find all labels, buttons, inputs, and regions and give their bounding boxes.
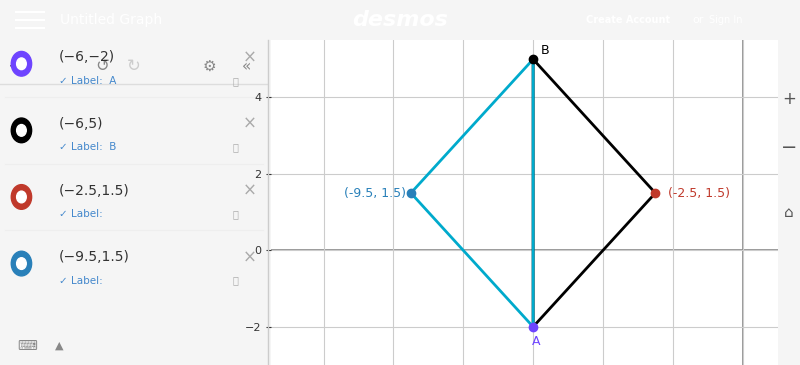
Text: A: A bbox=[532, 335, 541, 348]
Text: desmos: desmos bbox=[352, 10, 448, 30]
Circle shape bbox=[17, 124, 26, 136]
Text: ⌂: ⌂ bbox=[784, 205, 794, 220]
Text: ✓ Label:  B: ✓ Label: B bbox=[59, 142, 116, 153]
Text: ⌨: ⌨ bbox=[17, 338, 37, 353]
Text: (−2.5,1.5): (−2.5,1.5) bbox=[59, 184, 130, 197]
Text: or: or bbox=[692, 15, 703, 25]
Text: 🔧: 🔧 bbox=[233, 76, 238, 86]
Text: (−6,5): (−6,5) bbox=[59, 117, 103, 131]
Text: ↻: ↻ bbox=[127, 57, 141, 75]
Text: Create Account: Create Account bbox=[586, 15, 670, 25]
Text: Sign In: Sign In bbox=[710, 15, 742, 25]
Text: «: « bbox=[242, 59, 251, 74]
Text: +: + bbox=[8, 57, 24, 76]
Text: ×: × bbox=[242, 115, 256, 133]
Text: (−9.5,1.5): (−9.5,1.5) bbox=[59, 250, 130, 264]
Text: ×: × bbox=[242, 182, 256, 200]
Circle shape bbox=[17, 58, 26, 70]
Circle shape bbox=[17, 258, 26, 269]
Text: ✓ Label:: ✓ Label: bbox=[59, 209, 102, 219]
Text: 🔧: 🔧 bbox=[233, 276, 238, 286]
Text: 🔧: 🔧 bbox=[233, 209, 238, 219]
Text: −: − bbox=[781, 138, 797, 157]
Text: B: B bbox=[541, 45, 550, 57]
Text: ✓ Label:: ✓ Label: bbox=[59, 276, 102, 286]
Text: (-2.5, 1.5): (-2.5, 1.5) bbox=[667, 187, 730, 200]
Circle shape bbox=[11, 51, 32, 76]
Text: ✓ Label:  A: ✓ Label: A bbox=[59, 76, 116, 86]
Text: ▲: ▲ bbox=[54, 341, 63, 350]
Text: (−6,−2): (−6,−2) bbox=[59, 50, 115, 65]
Circle shape bbox=[17, 191, 26, 203]
Circle shape bbox=[11, 118, 32, 143]
Text: (-9.5, 1.5): (-9.5, 1.5) bbox=[344, 187, 406, 200]
Text: ⚙: ⚙ bbox=[202, 59, 216, 74]
Text: +: + bbox=[782, 90, 796, 108]
Text: ×: × bbox=[242, 49, 256, 66]
Text: ×: × bbox=[242, 248, 256, 266]
Text: 🔧: 🔧 bbox=[233, 142, 238, 153]
Text: ↺: ↺ bbox=[95, 57, 109, 75]
Circle shape bbox=[11, 185, 32, 209]
Text: Untitled Graph: Untitled Graph bbox=[60, 13, 162, 27]
Circle shape bbox=[11, 251, 32, 276]
